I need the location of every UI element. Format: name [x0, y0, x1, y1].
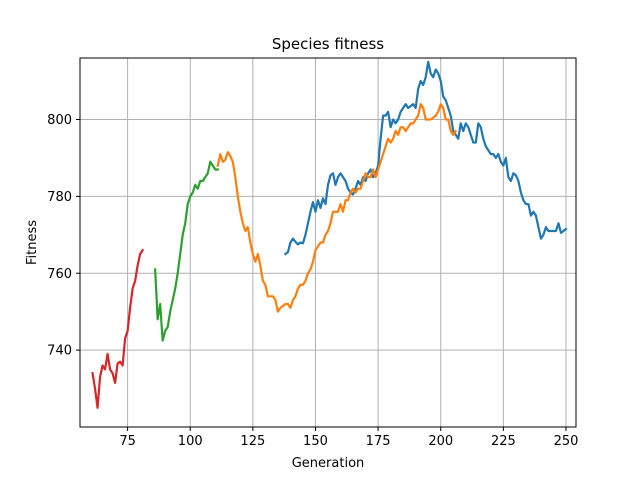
y-tick-label: 780: [47, 190, 72, 205]
series-line-1: [283, 60, 568, 256]
x-tick-label: 150: [303, 434, 328, 449]
plot-frame: [79, 57, 577, 428]
x-tick-label: 250: [554, 434, 579, 449]
axis-ticks: 75 100 125 150 175 200 225 250 740 760 780 800: [47, 113, 578, 449]
y-tick-label: 800: [47, 113, 72, 128]
series-line-4: [91, 248, 145, 409]
x-tick-label: 200: [428, 434, 453, 449]
y-tick-label: 740: [47, 344, 72, 359]
x-axis-title: Generation: [292, 456, 365, 471]
y-tick-label: 760: [47, 267, 72, 282]
series-line-3: [153, 160, 219, 342]
chart-title: Species fitness: [272, 35, 384, 53]
x-tick-label: 175: [366, 434, 391, 449]
grid-lines: [80, 58, 576, 427]
x-tick-label: 225: [491, 434, 516, 449]
x-tick-label: 75: [119, 434, 136, 449]
series-line-2: [216, 103, 458, 313]
y-axis-title: Fitness: [25, 220, 40, 265]
x-tick-label: 125: [240, 434, 265, 449]
series-lines: [91, 60, 568, 409]
x-tick-label: 100: [178, 434, 203, 449]
